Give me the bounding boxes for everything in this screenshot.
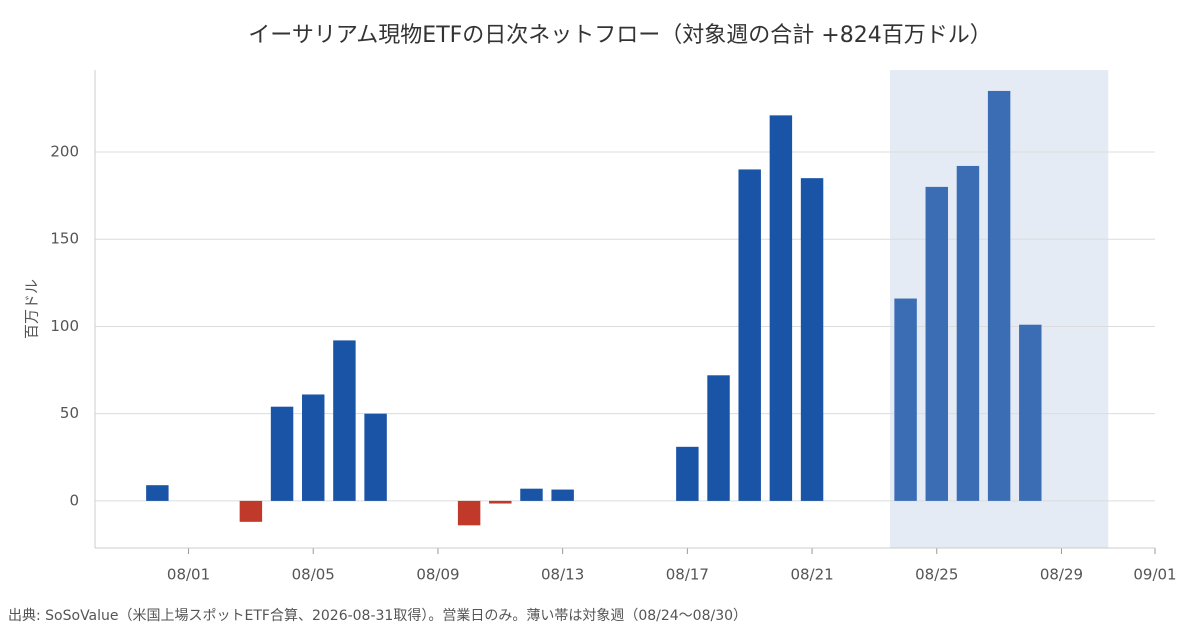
bar — [1019, 324, 1042, 501]
x-tick-label: 08/17 — [666, 566, 709, 584]
x-tick-label: 08/29 — [1040, 566, 1083, 584]
bar — [738, 169, 761, 501]
bar — [769, 115, 793, 501]
x-tick-label: 08/13 — [541, 566, 584, 584]
bar — [956, 165, 980, 501]
y-tick-label: 50 — [60, 404, 79, 422]
x-tick-label: 08/05 — [292, 566, 335, 584]
bar — [925, 186, 948, 501]
bar — [551, 489, 574, 501]
bar — [987, 90, 1011, 501]
bar — [489, 500, 512, 504]
y-tick-label: 0 — [69, 491, 79, 509]
bar — [364, 413, 387, 501]
bar — [146, 485, 169, 501]
bar — [800, 178, 824, 501]
bar — [239, 500, 263, 522]
x-tick-label: 08/09 — [416, 566, 459, 584]
y-axis-label: 百万ドル — [23, 279, 41, 339]
x-tick-label: 08/01 — [167, 566, 210, 584]
bar — [894, 298, 917, 501]
bar — [707, 375, 730, 501]
x-tick-label: 08/25 — [915, 566, 958, 584]
bar — [676, 446, 699, 501]
bar — [520, 488, 543, 501]
y-tick-label: 200 — [50, 142, 79, 160]
bar — [270, 406, 294, 501]
bar — [457, 500, 481, 526]
bar — [302, 394, 325, 501]
bar — [333, 340, 356, 501]
x-tick-label: 09/01 — [1133, 566, 1176, 584]
y-tick-label: 100 — [50, 317, 79, 335]
chart-title: イーサリアム現物ETFの日次ネットフロー（対象週の合計 +824百万ドル） — [248, 23, 991, 48]
x-tick-label: 08/21 — [790, 566, 833, 584]
y-tick-label: 150 — [50, 230, 79, 248]
source-note: 出典: SoSoValue（米国上場スポットETF合算、2026-08-31取得… — [8, 607, 747, 624]
